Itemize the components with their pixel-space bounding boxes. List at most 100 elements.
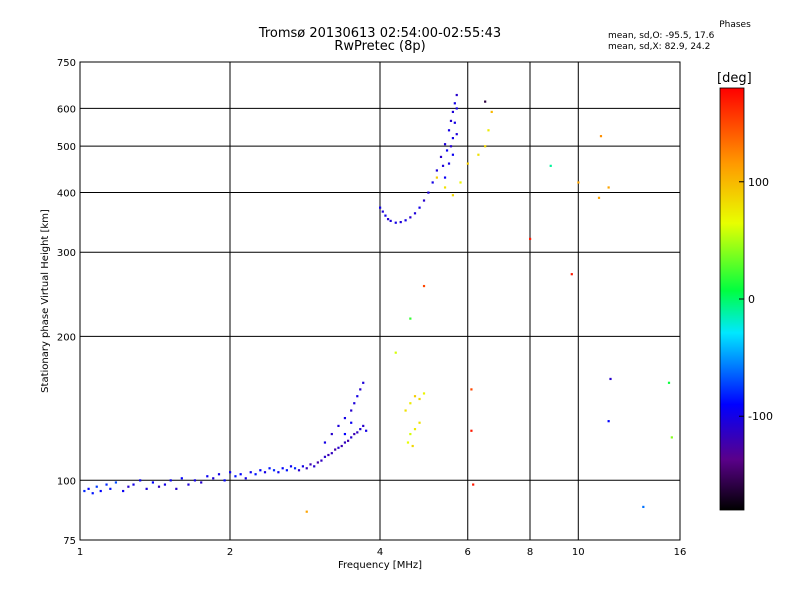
data-point <box>359 388 362 391</box>
data-point <box>127 485 130 488</box>
data-point <box>301 465 305 468</box>
data-point <box>384 214 387 217</box>
data-point <box>362 381 365 384</box>
data-point <box>409 216 412 219</box>
data-point <box>607 186 610 189</box>
data-point <box>305 467 308 470</box>
data-point <box>609 377 612 381</box>
data-point <box>309 463 312 466</box>
data-point <box>607 420 610 423</box>
data-point <box>411 444 414 448</box>
y-axis-label: Stationary phase Virtual Height [km] <box>40 209 51 393</box>
data-point <box>105 483 108 486</box>
data-point <box>316 461 319 464</box>
chart-title-line1: Tromsø 20130613 02:54:00-02:55:43 <box>258 26 502 41</box>
x-tick-label: 10 <box>572 547 585 558</box>
data-point <box>268 467 271 470</box>
data-point <box>206 475 209 478</box>
data-point <box>259 469 262 472</box>
data-point <box>427 191 430 194</box>
data-point <box>163 483 167 486</box>
data-point <box>340 444 343 448</box>
data-point <box>451 110 455 114</box>
plot-frame <box>79 61 681 541</box>
data-point <box>484 145 487 148</box>
y-tick-label: 600 <box>57 104 76 115</box>
data-point <box>305 510 308 513</box>
data-point <box>353 432 356 436</box>
data-point <box>330 452 333 455</box>
colorbar-tick-label: 100 <box>748 176 769 189</box>
data-point <box>667 381 671 384</box>
y-tick-label: 300 <box>57 248 76 259</box>
data-point <box>200 481 203 484</box>
data-point <box>350 409 353 412</box>
colorbar-tick-label: -100 <box>748 410 773 423</box>
data-point <box>404 219 407 222</box>
data-point <box>418 206 421 209</box>
data-point <box>337 446 340 449</box>
y-tick-label: 400 <box>57 188 76 199</box>
data-point <box>293 467 297 470</box>
data-point <box>472 483 475 486</box>
data-point <box>445 149 449 152</box>
data-point <box>394 221 397 224</box>
data-point <box>466 162 469 165</box>
phase-x-stats: mean, sd,X: 82.9, 24.2 <box>608 42 711 52</box>
data-point <box>193 479 197 482</box>
data-point <box>175 487 178 490</box>
data-point <box>249 471 252 474</box>
data-point <box>443 143 447 146</box>
data-point <box>413 428 417 431</box>
data-point <box>254 473 257 476</box>
data-point <box>455 93 458 97</box>
data-point <box>439 155 443 159</box>
data-point <box>343 416 347 420</box>
colorbar-unit: [deg] <box>717 71 752 86</box>
data-point <box>285 469 288 472</box>
colorbar-tick-label: 0 <box>748 293 755 306</box>
data-point <box>386 218 390 221</box>
data-point <box>413 395 417 398</box>
data-point <box>404 409 407 412</box>
data-point <box>455 133 458 136</box>
data-point <box>642 505 645 509</box>
data-point <box>418 421 421 424</box>
data-point <box>187 483 190 486</box>
y-tick-label: 750 <box>57 58 76 69</box>
x-tick-label: 8 <box>527 547 533 558</box>
data-point <box>477 153 480 156</box>
data-point <box>381 210 384 213</box>
data-point <box>394 351 397 354</box>
data-point <box>114 481 118 484</box>
data-point <box>350 421 353 424</box>
data-point <box>122 489 125 493</box>
x-axis-label: Frequency [MHz] <box>338 560 422 571</box>
data-point <box>441 164 445 167</box>
data-point <box>597 196 601 199</box>
data-point <box>599 135 603 138</box>
data-point <box>330 432 333 436</box>
data-point <box>145 487 148 490</box>
data-point <box>529 237 532 241</box>
data-point <box>109 487 112 490</box>
data-point <box>132 483 135 486</box>
data-point <box>379 206 382 209</box>
data-point <box>87 487 90 490</box>
data-point <box>577 181 580 184</box>
data-point <box>356 431 359 434</box>
x-tick-label: 6 <box>465 547 471 558</box>
data-point <box>346 439 350 442</box>
data-point <box>549 164 552 167</box>
data-point <box>413 212 417 215</box>
data-point <box>447 129 451 132</box>
data-point <box>418 397 421 401</box>
data-point <box>91 492 94 495</box>
data-point <box>670 436 673 439</box>
data-point <box>362 424 365 428</box>
data-point <box>470 388 473 391</box>
data-point <box>484 100 487 103</box>
x-tick-label: 2 <box>227 547 233 558</box>
data-point <box>353 402 356 405</box>
